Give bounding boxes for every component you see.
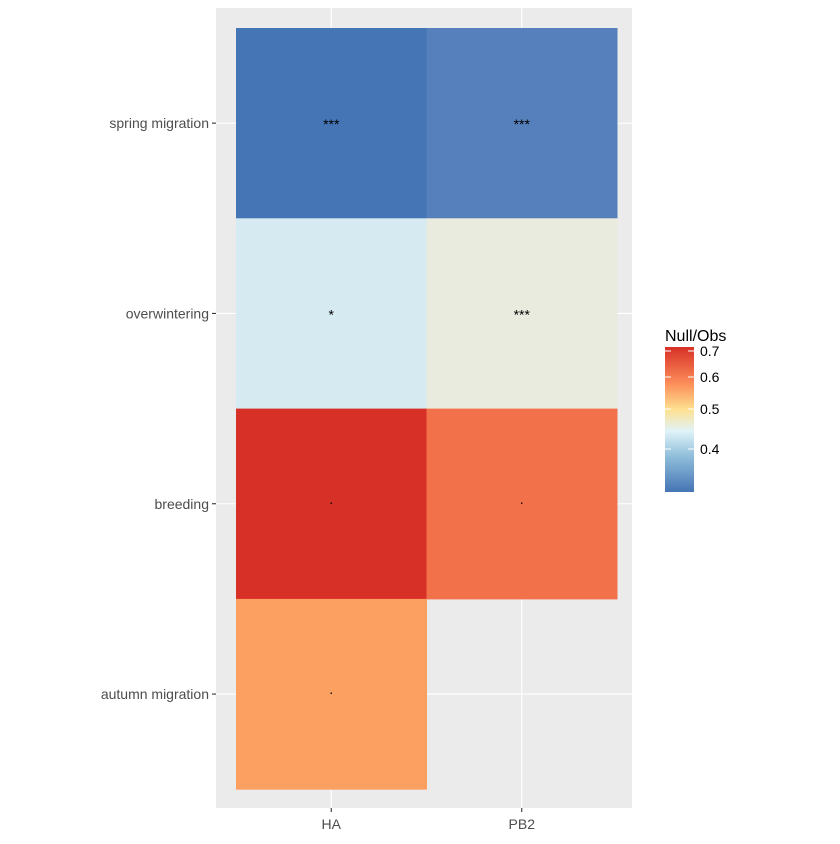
x-tick-label: HA bbox=[322, 816, 342, 832]
y-tick-label: breeding bbox=[155, 496, 210, 512]
significance-label: *** bbox=[514, 116, 531, 132]
heatmap-tile bbox=[236, 408, 427, 600]
y-tick-label: spring migration bbox=[109, 115, 209, 131]
heatmap-tile bbox=[426, 28, 618, 219]
heatmap-tile bbox=[236, 28, 427, 219]
heatmap-tile bbox=[426, 408, 618, 600]
significance-label: . bbox=[329, 681, 333, 697]
legend-tick-label: 0.6 bbox=[700, 369, 720, 385]
x-tick-label: PB2 bbox=[509, 816, 536, 832]
y-tick-label: overwintering bbox=[126, 305, 209, 321]
legend-colorbar bbox=[665, 347, 694, 492]
heatmap-tile bbox=[426, 218, 618, 410]
heatmap-tile bbox=[236, 218, 427, 410]
significance-label: . bbox=[329, 491, 333, 507]
significance-label: . bbox=[520, 491, 524, 507]
legend-tick-label: 0.5 bbox=[700, 401, 720, 417]
legend-tick-label: 0.7 bbox=[700, 343, 720, 359]
significance-label: *** bbox=[323, 116, 340, 132]
legend: Null/Obs 0.4 0.5 0.6 0.7 bbox=[665, 328, 726, 492]
legend-tick-label: 0.4 bbox=[700, 441, 720, 457]
heatmap-tile bbox=[236, 598, 427, 790]
significance-label: *** bbox=[514, 306, 531, 322]
legend-title: Null/Obs bbox=[665, 328, 726, 345]
significance-label: * bbox=[329, 306, 335, 322]
y-tick-label: autumn migration bbox=[101, 686, 209, 702]
